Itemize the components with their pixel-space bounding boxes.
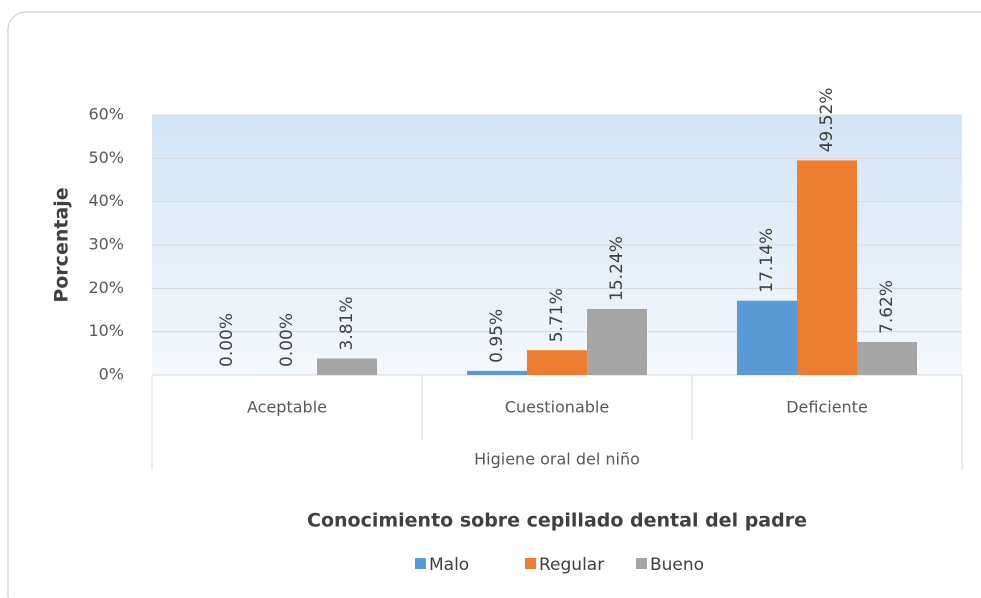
data-label: 7.62% bbox=[877, 280, 897, 334]
bar bbox=[737, 300, 797, 375]
data-label: 15.24% bbox=[607, 236, 627, 301]
data-label: 5.71% bbox=[547, 288, 567, 342]
legend-title: Conocimiento sobre cepillado dental del … bbox=[307, 510, 807, 532]
data-label: 0.00% bbox=[217, 313, 237, 367]
legend-label: Regular bbox=[539, 555, 604, 575]
x-axis-title: Higiene oral del niño bbox=[474, 450, 640, 469]
data-label: 0.00% bbox=[277, 313, 297, 367]
bar bbox=[857, 341, 917, 375]
data-label: 3.81% bbox=[337, 296, 357, 350]
x-tick-label: Deficiente bbox=[786, 398, 868, 417]
data-label: 17.14% bbox=[757, 228, 777, 293]
data-label: 0.95% bbox=[487, 309, 507, 363]
bar bbox=[587, 308, 647, 375]
bar bbox=[527, 350, 587, 375]
data-label: 49.52% bbox=[817, 88, 837, 153]
legend-swatch bbox=[415, 558, 426, 569]
legend-swatch bbox=[525, 558, 536, 569]
legend-swatch bbox=[636, 558, 647, 569]
bar bbox=[797, 160, 857, 375]
y-tick-label: 40% bbox=[88, 191, 124, 210]
legend-label: Malo bbox=[429, 555, 469, 575]
y-tick-label: 20% bbox=[88, 278, 124, 297]
bar bbox=[467, 370, 527, 375]
y-tick-label: 50% bbox=[88, 148, 124, 167]
bar bbox=[317, 358, 377, 375]
y-tick-label: 0% bbox=[99, 365, 124, 384]
y-tick-label: 30% bbox=[88, 235, 124, 254]
y-tick-label: 10% bbox=[88, 321, 124, 340]
legend-label: Bueno bbox=[650, 555, 704, 575]
y-axis-title: Porcentaje bbox=[51, 187, 73, 302]
y-tick-label: 60% bbox=[88, 105, 124, 124]
x-tick-label: Cuestionable bbox=[505, 398, 609, 417]
x-tick-label: Aceptable bbox=[247, 398, 327, 417]
